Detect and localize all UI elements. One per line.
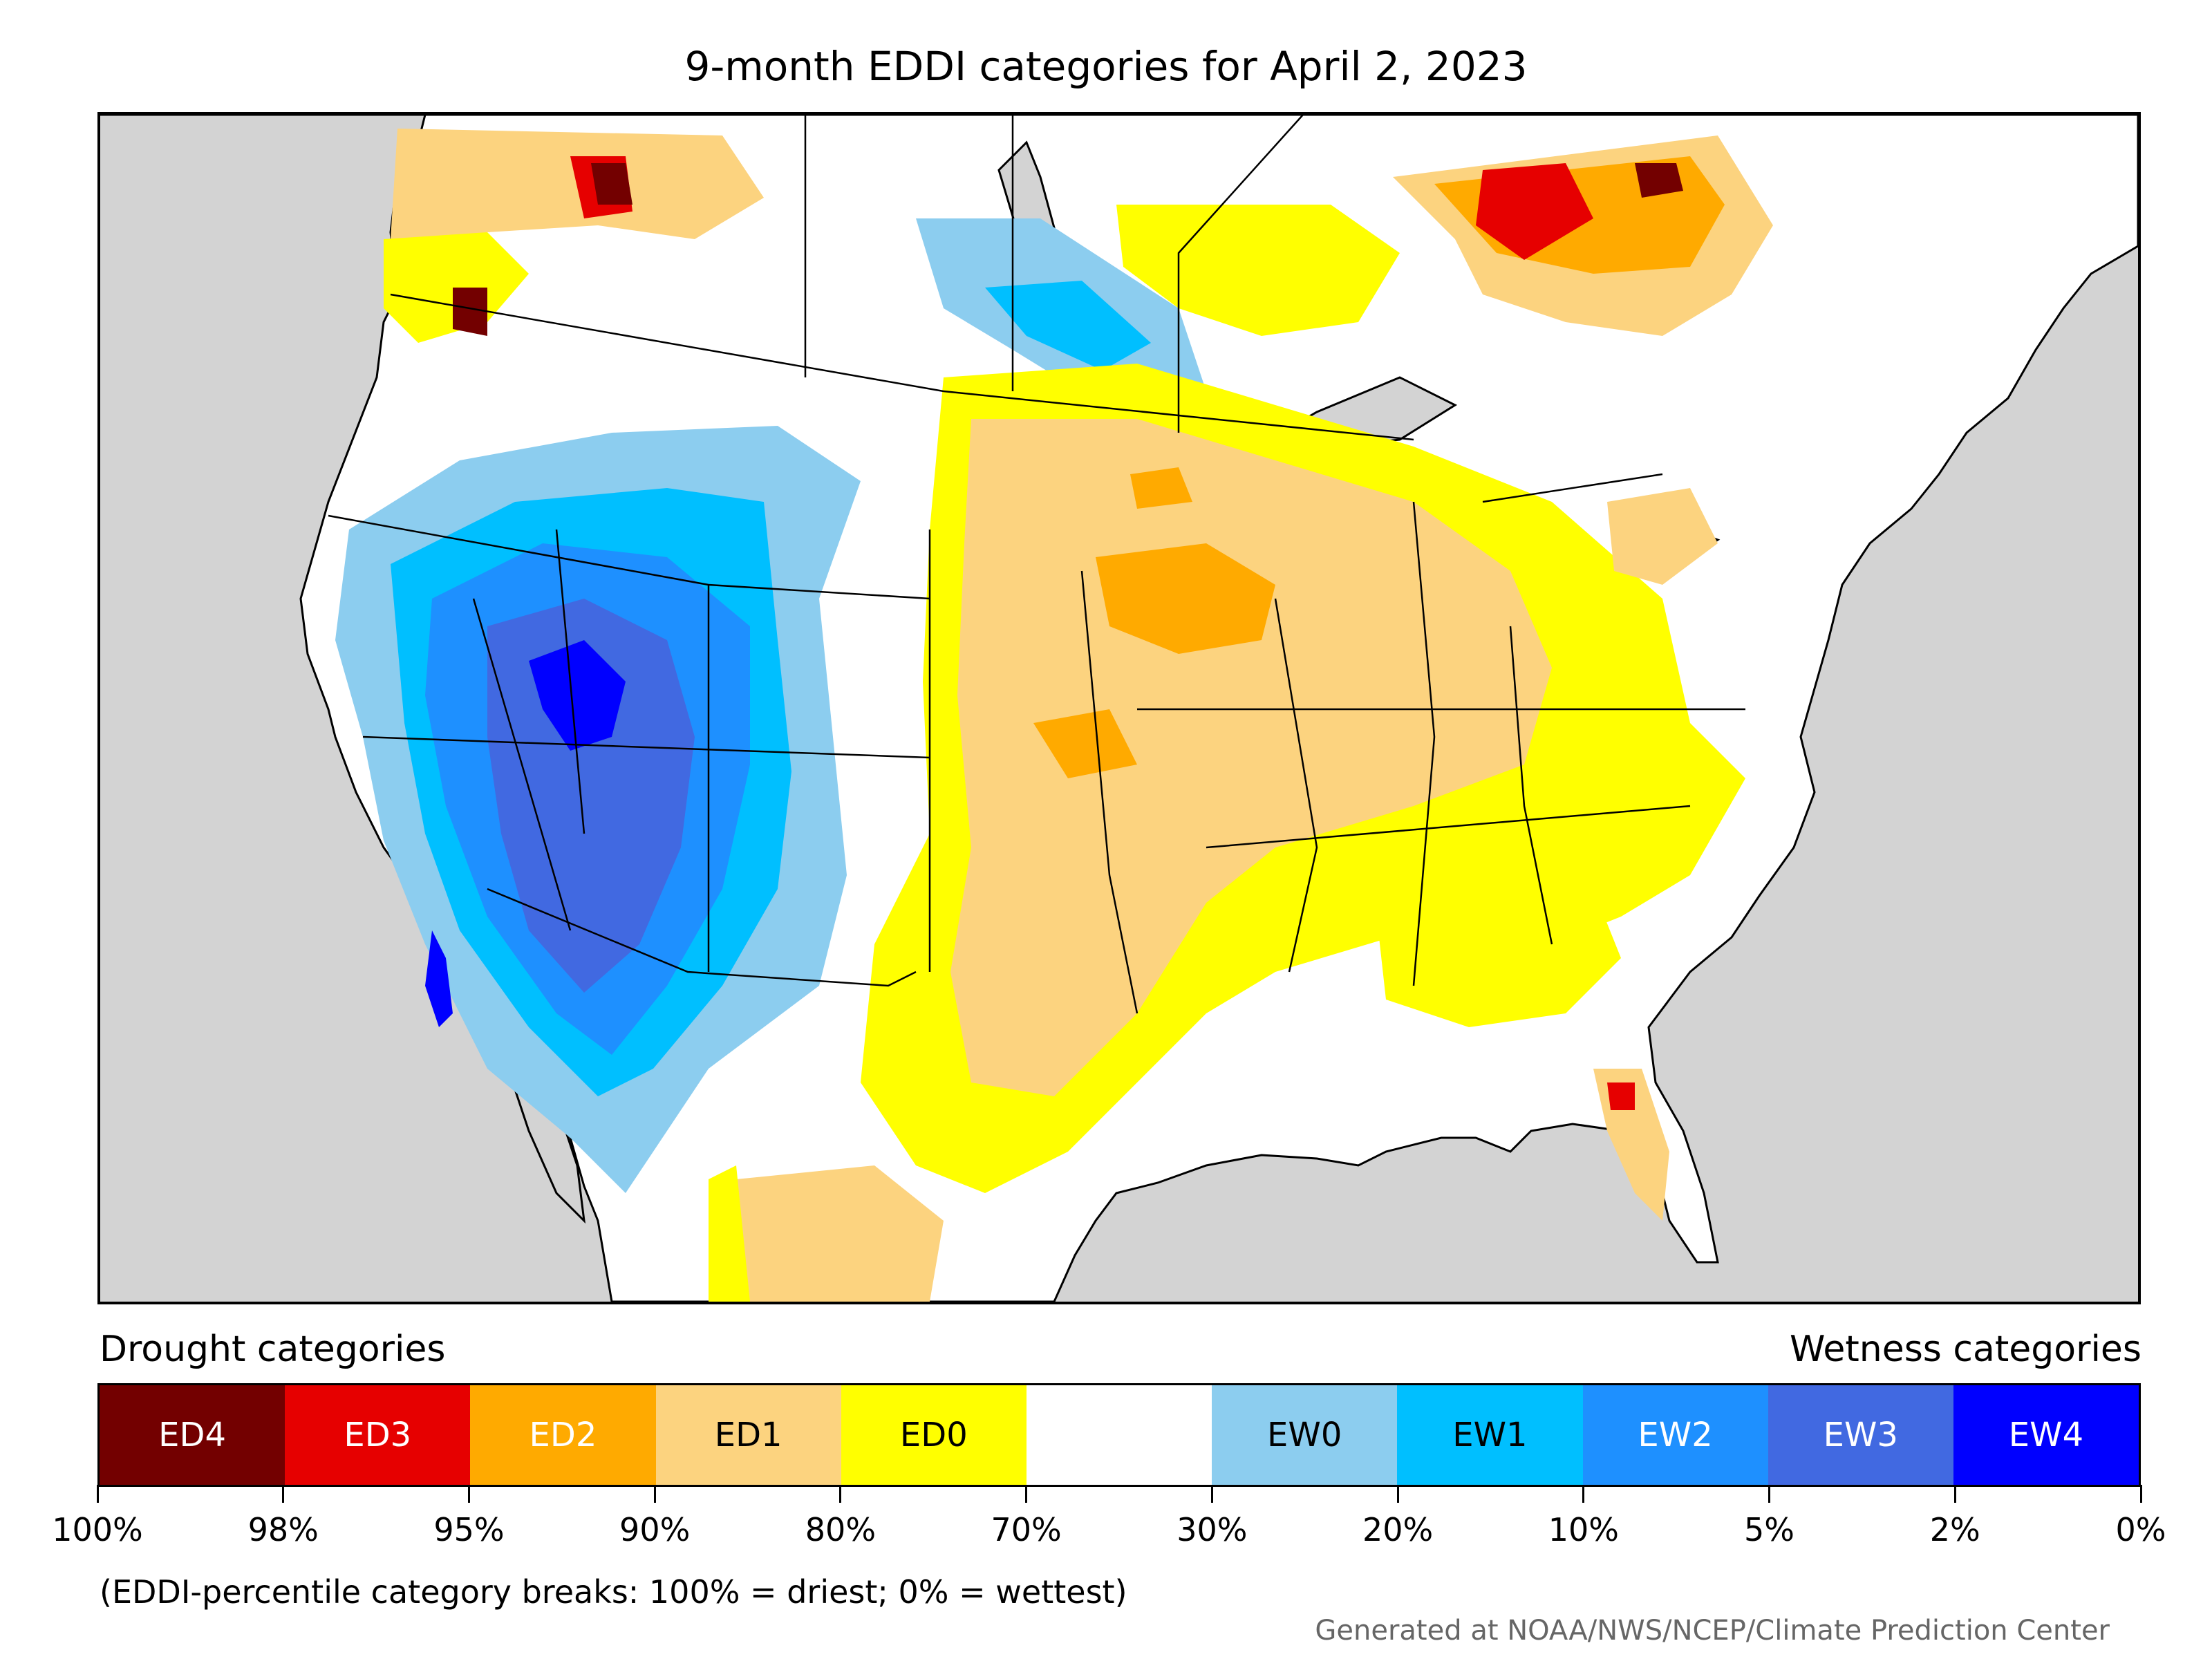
region-ed1-texas bbox=[736, 1165, 944, 1302]
colorbar-tick-label: 90% bbox=[619, 1511, 691, 1548]
colorbar-tick bbox=[1025, 1485, 1028, 1503]
map-title: 9-month EDDI categories for April 2, 202… bbox=[684, 43, 1528, 90]
colorbar-tick-label: 80% bbox=[805, 1511, 877, 1548]
colorbar-tick bbox=[839, 1485, 842, 1503]
colorbar-tick bbox=[2139, 1485, 2142, 1503]
region-ed3-florida bbox=[1607, 1082, 1635, 1110]
colorbar-tick-label: 95% bbox=[433, 1511, 505, 1548]
legend-cell-ew3: EW3 bbox=[1768, 1385, 1953, 1485]
region-ed2-kansas bbox=[1033, 709, 1137, 778]
colorbar-tick bbox=[282, 1485, 285, 1503]
colorbar-tick-label: 98% bbox=[247, 1511, 319, 1548]
region-ed1-central bbox=[950, 419, 1552, 1096]
region-ew4-baja bbox=[425, 930, 453, 1027]
colorbar-tick bbox=[96, 1485, 99, 1503]
colorbar-tick-label: 20% bbox=[1362, 1511, 1434, 1548]
region-ed4-washington bbox=[453, 288, 487, 336]
colorbar-tick bbox=[1953, 1485, 1956, 1503]
legend-cell-ew2: EW2 bbox=[1582, 1385, 1768, 1485]
colorbar-tick bbox=[1396, 1485, 1399, 1503]
legend-cell-normal bbox=[1026, 1385, 1212, 1485]
region-ed1-newengland bbox=[1607, 488, 1718, 585]
colorbar-tick bbox=[1768, 1485, 1771, 1503]
legend-cell-ew0: EW0 bbox=[1212, 1385, 1398, 1485]
region-ed2-iowa bbox=[1096, 543, 1275, 654]
colorbar-ticks bbox=[96, 1485, 2142, 1506]
drought-categories-header: Drought categories bbox=[100, 1329, 446, 1370]
colorbar-tick-label: 2% bbox=[1929, 1511, 1980, 1548]
region-ed0-southeast bbox=[1372, 847, 1621, 1027]
legend-cell-ew1: EW1 bbox=[1397, 1385, 1583, 1485]
colorbar-tick bbox=[653, 1485, 656, 1503]
wetness-categories-header: Wetness categories bbox=[1790, 1329, 2141, 1370]
colorbar-tick-label: 100% bbox=[52, 1511, 143, 1548]
legend-cell-ed1: ED1 bbox=[655, 1385, 841, 1485]
legend-cell-ed2: ED2 bbox=[470, 1385, 656, 1485]
legend-cell-ew4: EW4 bbox=[1953, 1385, 2139, 1485]
legend-cell-ed0: ED0 bbox=[841, 1385, 1027, 1485]
colorbar-tick-label: 10% bbox=[1548, 1511, 1619, 1548]
colorbar-tick-label: 30% bbox=[1177, 1511, 1248, 1548]
category-note: (EDDI-percentile category breaks: 100% =… bbox=[100, 1573, 1127, 1611]
region-ed0-texas bbox=[709, 1165, 750, 1302]
region-ew1-northplains bbox=[985, 281, 1151, 371]
region-ed4-northwest bbox=[591, 163, 632, 205]
eddi-map bbox=[97, 112, 2141, 1304]
region-ed3-quebec bbox=[1476, 163, 1593, 260]
colorbar-tick bbox=[1210, 1485, 1213, 1503]
region-ed4-quebec bbox=[1635, 163, 1683, 198]
colorbar-tick-label: 70% bbox=[991, 1511, 1062, 1548]
region-ed0-ontario bbox=[1116, 205, 1400, 336]
colorbar-tick bbox=[467, 1485, 470, 1503]
region-ew4-west bbox=[529, 640, 626, 751]
colorbar-tick bbox=[1582, 1485, 1585, 1503]
colorbar-tick-label: 0% bbox=[2115, 1511, 2166, 1548]
boundaries bbox=[328, 115, 1745, 1014]
credit-line: Generated at NOAA/NWS/NCEP/Climate Predi… bbox=[1315, 1615, 2110, 1647]
legend-cell-ed4: ED4 bbox=[100, 1385, 285, 1485]
legend-cell-ed3: ED3 bbox=[285, 1385, 471, 1485]
category-colorbar: ED4 ED3 ED2 ED1 ED0 EW0 EW1 EW2 EW3 EW4 bbox=[97, 1383, 2141, 1487]
region-ed2-wisconsin bbox=[1130, 467, 1192, 509]
region-ed1-northwest bbox=[391, 129, 764, 267]
colorbar-tick-label: 5% bbox=[1744, 1511, 1795, 1548]
